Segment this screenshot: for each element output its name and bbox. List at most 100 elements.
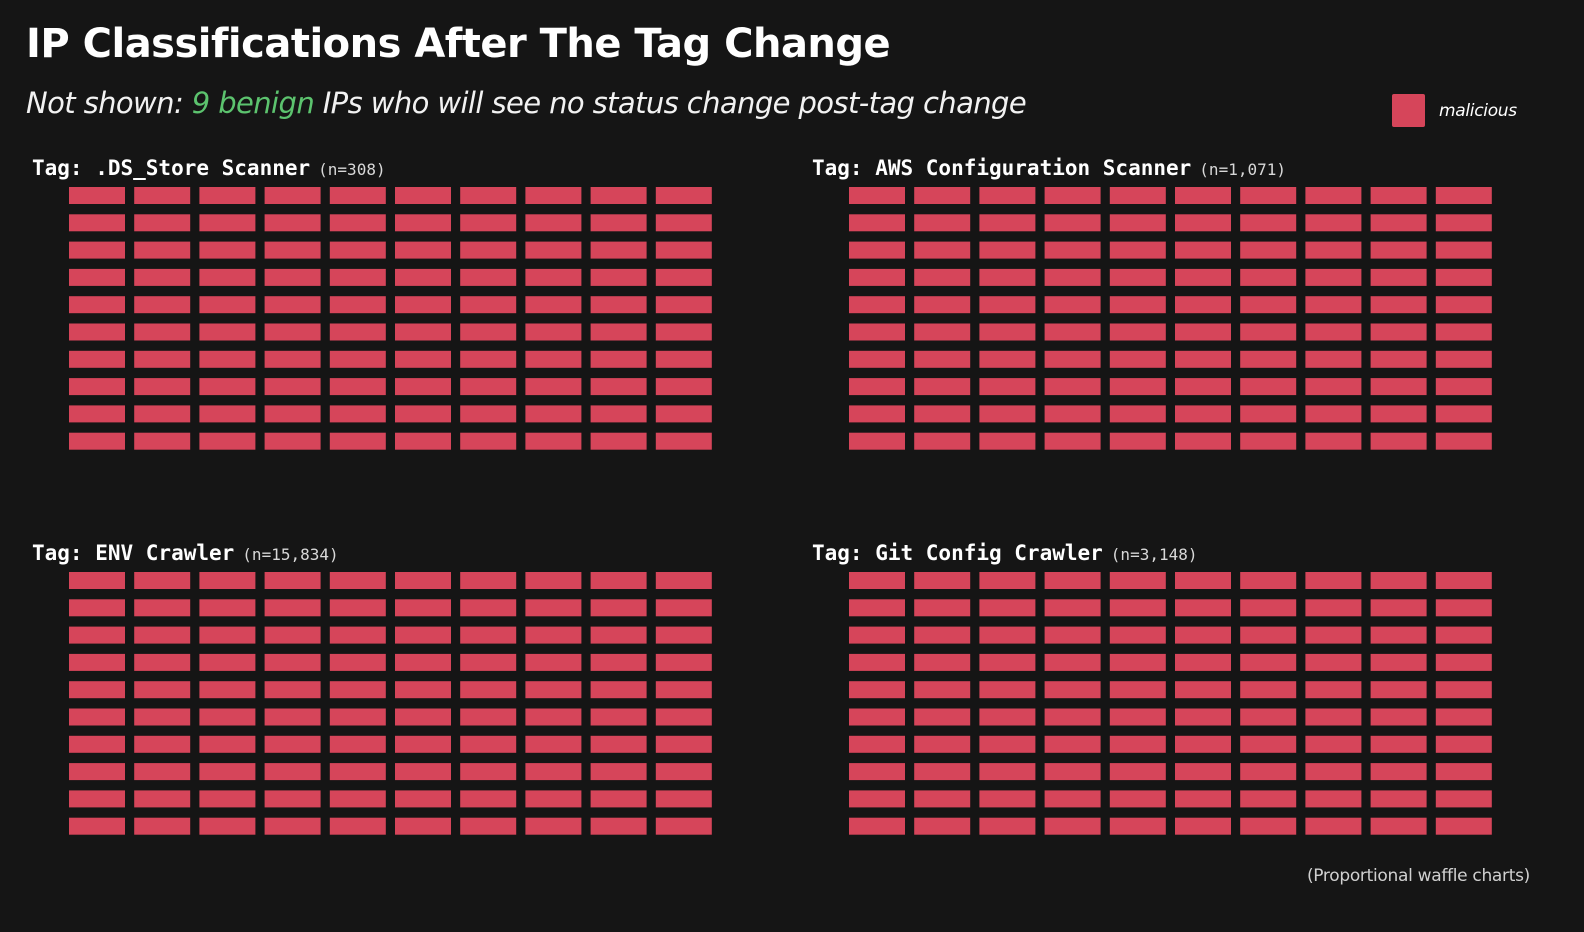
- waffle-cell-malicious: [979, 350, 1036, 368]
- waffle-cell-malicious: [329, 599, 386, 617]
- subtitle-suffix: IPs who will see no status change post-t…: [314, 86, 1027, 120]
- waffle-panel-aws-config: Tag: AWS Configuration Scanner (n=1,071): [812, 155, 1532, 455]
- waffle-cell-malicious: [1240, 432, 1297, 450]
- waffle-cell-malicious: [1305, 681, 1362, 699]
- waffle-cell-malicious: [329, 378, 386, 396]
- waffle-cell-malicious: [1240, 817, 1297, 835]
- waffle-cell-malicious: [525, 790, 582, 808]
- waffle-cell-malicious: [1370, 268, 1427, 286]
- panel-tag-label: Tag: Git Config Crawler: [812, 541, 1103, 565]
- waffle-cell-malicious: [525, 572, 582, 589]
- waffle-cell-malicious: [395, 432, 451, 450]
- waffle-chart: [849, 572, 1492, 835]
- waffle-cell-malicious: [979, 405, 1036, 423]
- waffle-cell-malicious: [590, 268, 647, 286]
- waffle-cell-malicious: [395, 187, 451, 204]
- waffle-cell-malicious: [1109, 572, 1166, 589]
- waffle-cell-malicious: [199, 790, 256, 808]
- waffle-cell-malicious: [849, 708, 905, 726]
- waffle-cell-malicious: [460, 572, 517, 589]
- waffle-cell-malicious: [1175, 432, 1231, 450]
- waffle-cell-malicious: [1109, 735, 1166, 753]
- waffle-cell-malicious: [1305, 405, 1362, 423]
- waffle-cell-malicious: [1305, 323, 1362, 341]
- waffle-cell-malicious: [1044, 790, 1101, 808]
- waffle-cell-malicious: [1370, 653, 1427, 671]
- waffle-cell-malicious: [1175, 653, 1231, 671]
- waffle-cell-malicious: [1175, 817, 1231, 835]
- waffle-cell-malicious: [329, 405, 386, 423]
- waffle-cell-malicious: [264, 817, 321, 835]
- waffle-cell-malicious: [460, 268, 517, 286]
- waffle-cell-malicious: [460, 432, 517, 450]
- waffle-cell-malicious: [69, 681, 125, 699]
- waffle-cell-malicious: [460, 187, 517, 204]
- waffle-cell-malicious: [1175, 681, 1231, 699]
- waffle-cell-malicious: [914, 790, 971, 808]
- waffle-cell-malicious: [849, 405, 905, 423]
- waffle-cell-malicious: [590, 350, 647, 368]
- waffle-cell-malicious: [1305, 350, 1362, 368]
- waffle-cell-malicious: [1370, 790, 1427, 808]
- waffle-cell-malicious: [590, 817, 647, 835]
- waffle-cell-malicious: [655, 296, 712, 314]
- waffle-cell-malicious: [1305, 187, 1362, 204]
- subtitle-prefix: Not shown:: [26, 86, 192, 120]
- waffle-cell-malicious: [1175, 214, 1231, 232]
- waffle-cell-malicious: [914, 187, 971, 204]
- waffle-cell-malicious: [460, 817, 517, 835]
- waffle-cell-malicious: [1044, 432, 1101, 450]
- waffle-chart: [69, 187, 712, 450]
- waffle-cell-malicious: [655, 187, 712, 204]
- waffle-cell-malicious: [979, 763, 1036, 781]
- waffle-cell-malicious: [1240, 405, 1297, 423]
- waffle-cell-malicious: [460, 626, 517, 644]
- waffle-cell-malicious: [590, 599, 647, 617]
- waffle-cell-malicious: [199, 323, 256, 341]
- waffle-cell-malicious: [525, 378, 582, 396]
- waffle-cell-malicious: [264, 599, 321, 617]
- panel-title: Tag: .DS_Store Scanner (n=308): [32, 155, 386, 183]
- waffle-cell-malicious: [655, 653, 712, 671]
- waffle-cell-malicious: [1175, 296, 1231, 314]
- waffle-cell-malicious: [69, 763, 125, 781]
- waffle-cell-malicious: [460, 296, 517, 314]
- waffle-cell-malicious: [69, 790, 125, 808]
- waffle-cell-malicious: [395, 378, 451, 396]
- waffle-cell-malicious: [1435, 626, 1492, 644]
- waffle-cell-malicious: [849, 572, 905, 589]
- waffle-cell-malicious: [199, 763, 256, 781]
- waffle-cell-malicious: [1044, 708, 1101, 726]
- waffle-cell-malicious: [1370, 599, 1427, 617]
- waffle-cell-malicious: [69, 323, 125, 341]
- waffle-cell-malicious: [1240, 681, 1297, 699]
- waffle-cell-malicious: [329, 241, 386, 259]
- waffle-cell-malicious: [1435, 653, 1492, 671]
- waffle-cell-malicious: [395, 572, 451, 589]
- waffle-cell-malicious: [264, 323, 321, 341]
- panel-tag-label: Tag: ENV Crawler: [32, 541, 235, 565]
- waffle-cell-malicious: [590, 323, 647, 341]
- panel-tag-label: Tag: .DS_Store Scanner: [32, 156, 311, 180]
- waffle-cell-malicious: [655, 405, 712, 423]
- waffle-cell-malicious: [914, 653, 971, 671]
- waffle-cell-malicious: [329, 296, 386, 314]
- waffle-cell-malicious: [979, 708, 1036, 726]
- waffle-cell-malicious: [590, 187, 647, 204]
- waffle-cell-malicious: [590, 432, 647, 450]
- waffle-cell-malicious: [914, 241, 971, 259]
- waffle-cell-malicious: [264, 405, 321, 423]
- waffle-cell-malicious: [979, 599, 1036, 617]
- waffle-cell-malicious: [134, 432, 191, 450]
- waffle-cell-malicious: [1175, 405, 1231, 423]
- waffle-cell-malicious: [1435, 187, 1492, 204]
- waffle-cell-malicious: [69, 241, 125, 259]
- waffle-cell-malicious: [1109, 763, 1166, 781]
- waffle-cell-malicious: [329, 817, 386, 835]
- waffle-cell-malicious: [1240, 268, 1297, 286]
- waffle-cell-malicious: [849, 378, 905, 396]
- waffle-cell-malicious: [1435, 681, 1492, 699]
- waffle-cell-malicious: [979, 187, 1036, 204]
- waffle-cell-malicious: [1240, 323, 1297, 341]
- waffle-cell-malicious: [1305, 817, 1362, 835]
